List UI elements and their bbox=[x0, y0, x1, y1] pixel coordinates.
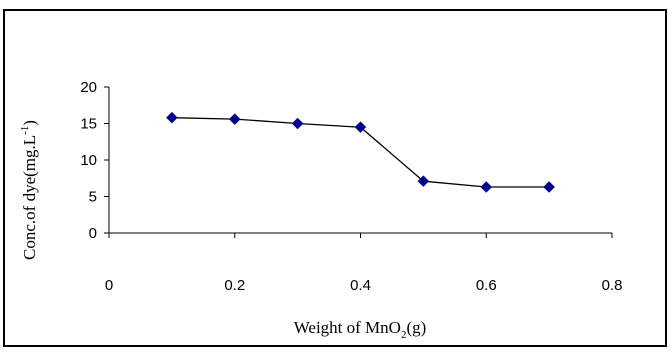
x-tick-label: 0.4 bbox=[350, 277, 371, 294]
y-tick-label: 10 bbox=[80, 152, 97, 169]
x-tick-label: 0.8 bbox=[602, 277, 623, 294]
data-point-marker bbox=[166, 111, 178, 124]
data-point-marker bbox=[417, 175, 430, 188]
x-tick-label: 0.6 bbox=[476, 277, 497, 294]
x-tick-label: 0.2 bbox=[224, 277, 245, 294]
data-point-marker bbox=[291, 117, 304, 130]
data-point-marker bbox=[543, 181, 555, 193]
axes bbox=[104, 86, 613, 238]
y-tick-label: 20 bbox=[80, 79, 97, 96]
tick-labels: 0 5 10 15 20 0 0.2 0.4 0.6 0.8 bbox=[80, 79, 622, 294]
y-axis-title: Conc.of dye(mg.L-1) bbox=[19, 120, 39, 260]
x-axis-title: Weight of MnO2(g) bbox=[294, 318, 427, 341]
data-point-marker bbox=[228, 113, 241, 125]
x-tick-label: 0 bbox=[105, 277, 113, 294]
data-point-marker bbox=[480, 181, 493, 193]
data-point-marker bbox=[354, 121, 367, 134]
y-tick-label: 0 bbox=[89, 225, 97, 242]
y-tick-label: 15 bbox=[80, 116, 97, 133]
chart-frame bbox=[3, 9, 667, 347]
y-tick-label: 5 bbox=[89, 189, 97, 206]
series-group bbox=[166, 111, 555, 193]
